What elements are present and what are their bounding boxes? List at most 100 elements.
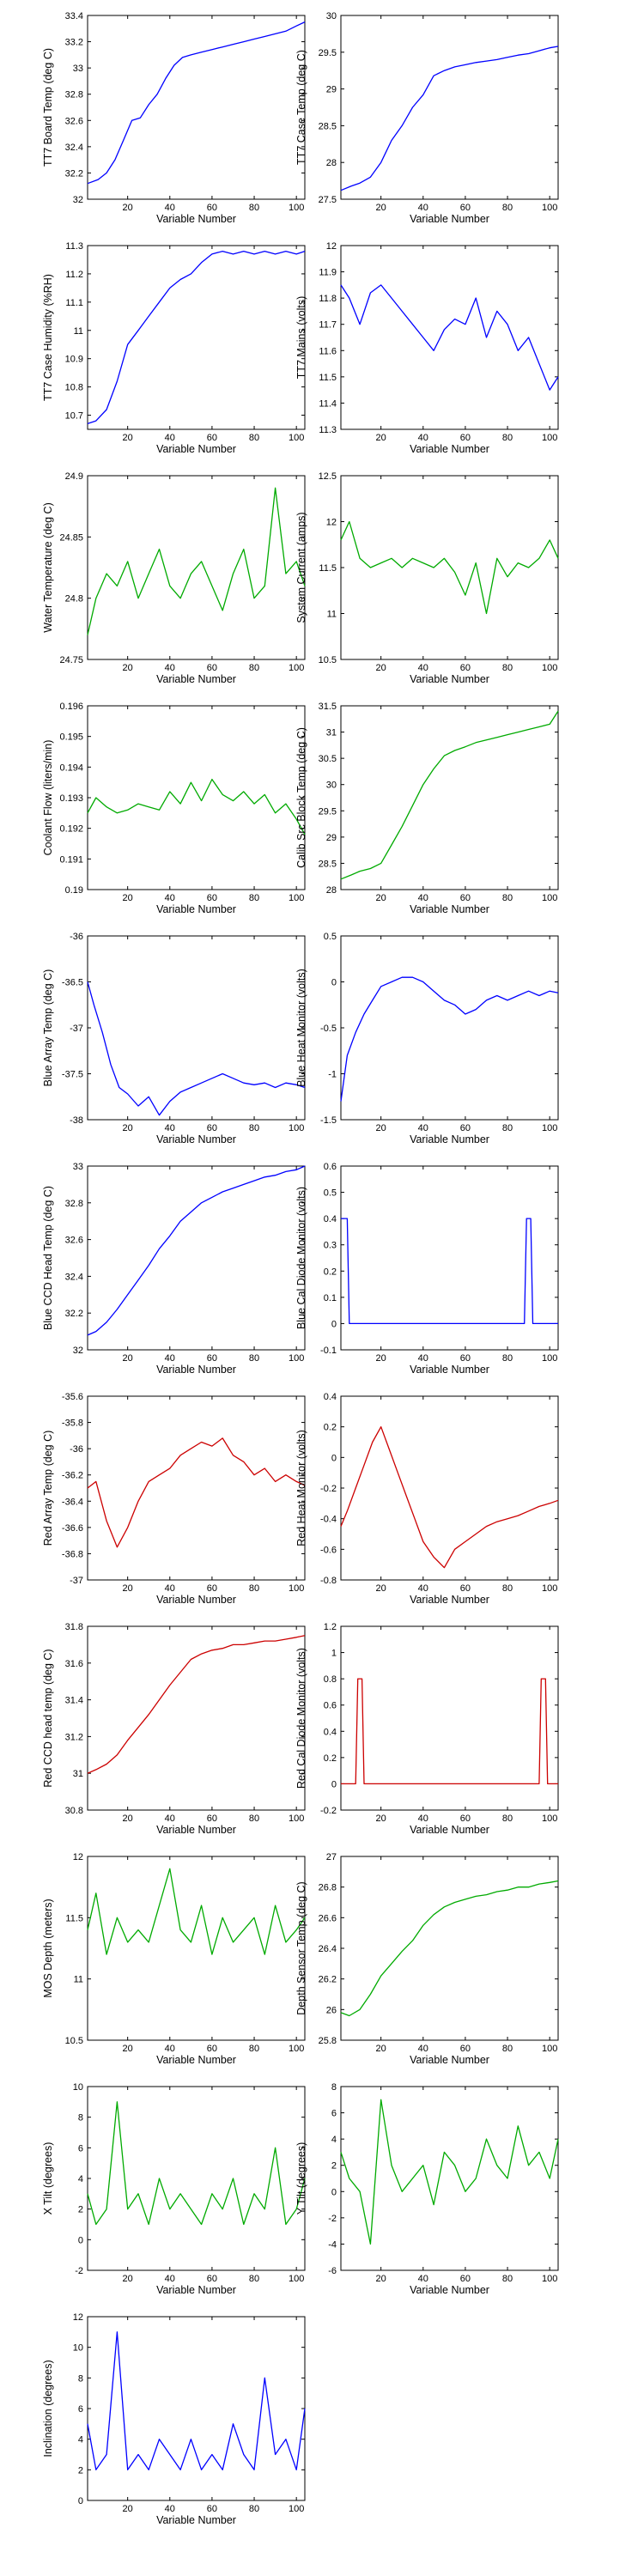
chart-panel: 20 40 60 80 100 27.5 28 28.5 29 29.5 30 Variable Nu… — [295, 11, 559, 225]
y-axis-label: MOS Depth (meters) — [42, 1899, 54, 1997]
y-tick-label: 33 — [73, 1162, 83, 1172]
y-tick-label: 0 — [78, 2235, 83, 2245]
x-tick-label: 100 — [542, 663, 557, 673]
series-line — [340, 976, 559, 1102]
y-tick-label: -0.4 — [320, 1515, 337, 1525]
x-tick-label: 40 — [418, 663, 428, 673]
x-tick-label: 20 — [123, 893, 133, 903]
x-tick-label: 20 — [376, 893, 386, 903]
x-tick-label: 40 — [165, 2044, 175, 2054]
y-tick-label: -0.1 — [320, 1346, 337, 1356]
y-tick-label: 10.5 — [65, 2036, 83, 2046]
y-tick-label: 0 — [331, 2187, 337, 2197]
y-axis-label: Y Tilt (degrees) — [295, 2142, 307, 2215]
plot-area — [87, 935, 306, 1121]
x-tick-label: 100 — [289, 203, 304, 213]
plot-area — [340, 1395, 559, 1581]
x-axis-label: Variable Number — [410, 903, 489, 915]
x-axis-label: Variable Number — [156, 1133, 236, 1145]
plot-area — [340, 2086, 559, 2271]
chart-panel: 20 40 60 80 100 -0.2 0 0.2 0.4 0.6 0.8 1 1.2 Variable… — [295, 1622, 559, 1836]
series-line — [87, 1437, 306, 1548]
series-line — [87, 778, 306, 835]
y-tick-label: 6 — [78, 2404, 83, 2415]
x-tick-label: 100 — [289, 2274, 304, 2284]
y-tick-label: -37.5 — [62, 1070, 83, 1080]
series-line — [340, 2099, 559, 2245]
y-tick-label: 0.2 — [324, 1753, 337, 1764]
chart-panel: 20 40 60 80 100 -6 -4 -2 0 2 4 6 8 Variable Number Y T… — [295, 2082, 559, 2296]
plot-area — [340, 15, 559, 200]
x-tick-label: 100 — [289, 2504, 304, 2514]
x-axis-label: Variable Number — [156, 1594, 236, 1606]
y-tick-label: 0.3 — [324, 1241, 337, 1251]
y-tick-label: 28 — [326, 158, 337, 168]
x-tick-label: 80 — [249, 2504, 259, 2514]
x-tick-label: 40 — [418, 203, 428, 213]
y-tick-label: 11.5 — [65, 1913, 83, 1923]
y-tick-label: -36 — [70, 932, 83, 942]
series-line — [87, 21, 306, 185]
x-tick-label: 100 — [289, 1583, 304, 1594]
x-tick-label: 60 — [207, 1814, 217, 1824]
y-tick-label: 32 — [73, 195, 83, 205]
x-tick-label: 80 — [502, 2044, 513, 2054]
plot-area — [87, 15, 306, 200]
x-axis-label: Variable Number — [156, 673, 236, 685]
y-tick-label: 0 — [331, 1319, 337, 1329]
y-axis-label: Coolant Flow (liters/min) — [42, 740, 54, 856]
chart-panel: 20 40 60 80 100 25.8 26 26.2 26.4 26.6 26.8 27 Varia… — [295, 1852, 559, 2066]
x-axis-label: Variable Number — [410, 673, 489, 685]
y-tick-label: 0.2 — [324, 1423, 337, 1433]
x-tick-label: 20 — [123, 2044, 133, 2054]
y-tick-label: -0.5 — [320, 1024, 337, 1034]
y-tick-label: -35.6 — [62, 1392, 83, 1402]
y-tick-label: 31.8 — [65, 1622, 83, 1632]
x-tick-label: 60 — [207, 203, 217, 213]
y-tick-label: 12.5 — [319, 471, 337, 482]
x-tick-label: 60 — [207, 2504, 217, 2514]
y-tick-label: 11.8 — [319, 294, 337, 304]
chart-panel: 20 40 60 80 100 0 2 4 6 8 10 12 Variable Number Incli… — [42, 2312, 306, 2526]
x-tick-label: 80 — [249, 203, 259, 213]
x-tick-label: 60 — [207, 1353, 217, 1364]
y-tick-label: 6 — [331, 2109, 337, 2119]
x-tick-label: 40 — [418, 893, 428, 903]
x-axis-label: Variable Number — [410, 213, 489, 225]
y-tick-label: -36.5 — [62, 978, 83, 988]
y-tick-label: -2 — [328, 2214, 337, 2224]
y-tick-label: 0.196 — [59, 702, 83, 712]
y-tick-label: 4 — [78, 2435, 83, 2445]
y-axis-label: Red Cal Diode Monitor (volts) — [295, 1648, 307, 1789]
x-tick-label: 60 — [207, 663, 217, 673]
x-axis-label: Variable Number — [410, 2054, 489, 2066]
plot-area — [87, 1625, 306, 1811]
y-axis-label: Inclination (degrees) — [42, 2360, 54, 2457]
series-line — [341, 1678, 558, 1785]
y-tick-label: 12 — [73, 2312, 83, 2323]
y-tick-label: 1.2 — [324, 1622, 337, 1632]
plot-area — [340, 1165, 559, 1351]
plot-area — [340, 1856, 559, 2041]
y-axis-label: TT7 Mains (volts) — [295, 296, 307, 380]
y-tick-label: 10.9 — [65, 355, 83, 365]
chart-panel: 20 40 60 80 100 0.19 0.191 0.192 0.193 0.194 0.195… — [42, 702, 306, 915]
y-tick-label: 6 — [78, 2143, 83, 2154]
y-tick-label: 26.8 — [319, 1883, 337, 1893]
x-tick-label: 40 — [418, 2044, 428, 2054]
series-line — [340, 520, 559, 615]
y-tick-label: 0.2 — [324, 1267, 337, 1277]
y-tick-label: 0.4 — [324, 1214, 337, 1224]
chart-panel: 20 40 60 80 100 32 32.2 32.4 32.6 32.8 33 Variable … — [42, 1162, 306, 1376]
x-tick-label: 20 — [123, 2504, 133, 2514]
y-tick-label: -36.2 — [62, 1471, 83, 1481]
y-tick-label: 26 — [326, 2005, 337, 2015]
series-line — [87, 1165, 306, 1336]
x-axis-label: Variable Number — [156, 213, 236, 225]
y-axis-label: TT7 Board Temp (deg C) — [42, 48, 54, 167]
x-tick-label: 100 — [542, 1814, 557, 1824]
y-tick-label: 33.2 — [65, 38, 83, 48]
x-tick-label: 60 — [460, 1814, 471, 1824]
x-tick-label: 80 — [502, 2274, 513, 2284]
y-tick-label: 0 — [331, 1779, 337, 1789]
